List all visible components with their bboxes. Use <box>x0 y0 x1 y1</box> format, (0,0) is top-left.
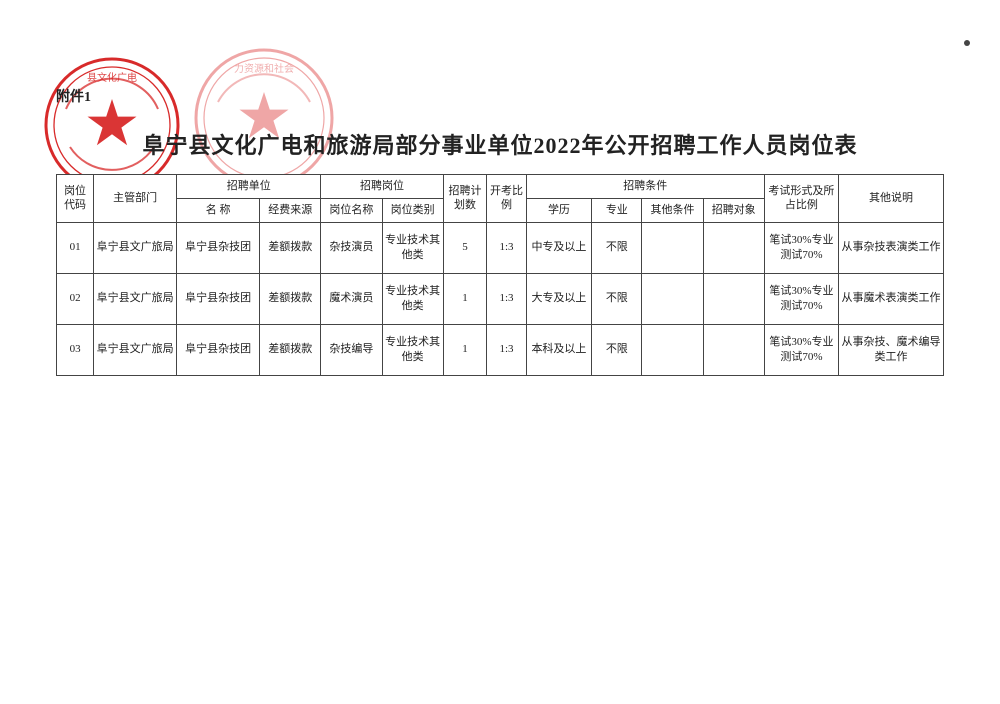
cell-target <box>703 273 764 324</box>
cell-ratio: 1:3 <box>487 273 526 324</box>
attachment-label: 附件1 <box>56 86 91 106</box>
cell-note: 从事魔术表演类工作 <box>839 273 944 324</box>
cell-other <box>642 324 703 375</box>
table-row: 02阜宁县文广旅局阜宁县杂技团差额拨款魔术演员专业技术其他类11:3大专及以上不… <box>57 273 944 324</box>
cell-other <box>642 222 703 273</box>
th-dept: 主管部门 <box>94 175 177 223</box>
cell-plan: 5 <box>443 222 487 273</box>
cell-ratio: 1:3 <box>487 222 526 273</box>
cell-exam: 笔试30%专业测试70% <box>764 324 838 375</box>
page-title: 阜宁县文化广电和旅游局部分事业单位2022年公开招聘工作人员岗位表 <box>0 128 1000 160</box>
cell-code: 03 <box>57 324 94 375</box>
svg-text:县文化广电: 县文化广电 <box>87 71 137 84</box>
th-post-name: 岗位名称 <box>321 198 382 222</box>
cell-unit_name: 阜宁县杂技团 <box>177 324 260 375</box>
positions-table: 岗位代码 主管部门 招聘单位 招聘岗位 招聘计划数 开考比例 招聘条件 考试形式… <box>56 174 944 376</box>
cell-unit_name: 阜宁县杂技团 <box>177 222 260 273</box>
table-row: 03阜宁县文广旅局阜宁县杂技团差额拨款杂技编导专业技术其他类11:3本科及以上不… <box>57 324 944 375</box>
th-cond-group: 招聘条件 <box>526 175 764 199</box>
cell-edu: 本科及以上 <box>526 324 592 375</box>
cell-dept: 阜宁县文广旅局 <box>94 324 177 375</box>
cell-note: 从事杂技、魔术编导类工作 <box>839 324 944 375</box>
page-corner-mark <box>964 40 970 46</box>
cell-major: 不限 <box>592 324 642 375</box>
official-seal-right: 力资源和社会 <box>192 46 336 190</box>
th-unit-name: 名 称 <box>177 198 260 222</box>
th-post-group: 招聘岗位 <box>321 175 443 199</box>
cell-post_name: 杂技编导 <box>321 324 382 375</box>
th-cond-other: 其他条件 <box>642 198 703 222</box>
cell-major: 不限 <box>592 222 642 273</box>
th-cond-target: 招聘对象 <box>703 198 764 222</box>
th-ratio: 开考比例 <box>487 175 526 223</box>
cell-unit_fund: 差额拨款 <box>260 273 321 324</box>
cell-target <box>703 222 764 273</box>
cell-unit_name: 阜宁县杂技团 <box>177 273 260 324</box>
th-note: 其他说明 <box>839 175 944 223</box>
positions-table-wrap: 岗位代码 主管部门 招聘单位 招聘岗位 招聘计划数 开考比例 招聘条件 考试形式… <box>56 174 944 376</box>
th-unit-fund: 经费来源 <box>260 198 321 222</box>
cell-plan: 1 <box>443 273 487 324</box>
cell-post_type: 专业技术其他类 <box>382 324 443 375</box>
cell-note: 从事杂技表演类工作 <box>839 222 944 273</box>
cell-code: 01 <box>57 222 94 273</box>
cell-exam: 笔试30%专业测试70% <box>764 273 838 324</box>
th-code: 岗位代码 <box>57 175 94 223</box>
th-plan: 招聘计划数 <box>443 175 487 223</box>
th-cond-edu: 学历 <box>526 198 592 222</box>
table-row: 01阜宁县文广旅局阜宁县杂技团差额拨款杂技演员专业技术其他类51:3中专及以上不… <box>57 222 944 273</box>
cell-exam: 笔试30%专业测试70% <box>764 222 838 273</box>
cell-major: 不限 <box>592 273 642 324</box>
th-unit-group: 招聘单位 <box>177 175 321 199</box>
cell-unit_fund: 差额拨款 <box>260 324 321 375</box>
cell-unit_fund: 差额拨款 <box>260 222 321 273</box>
cell-code: 02 <box>57 273 94 324</box>
th-post-type: 岗位类别 <box>382 198 443 222</box>
cell-edu: 中专及以上 <box>526 222 592 273</box>
cell-other <box>642 273 703 324</box>
cell-ratio: 1:3 <box>487 324 526 375</box>
cell-dept: 阜宁县文广旅局 <box>94 222 177 273</box>
cell-dept: 阜宁县文广旅局 <box>94 273 177 324</box>
th-cond-major: 专业 <box>592 198 642 222</box>
cell-post_name: 魔术演员 <box>321 273 382 324</box>
th-exam: 考试形式及所占比例 <box>764 175 838 223</box>
cell-post_name: 杂技演员 <box>321 222 382 273</box>
cell-post_type: 专业技术其他类 <box>382 273 443 324</box>
cell-plan: 1 <box>443 324 487 375</box>
cell-edu: 大专及以上 <box>526 273 592 324</box>
cell-post_type: 专业技术其他类 <box>382 222 443 273</box>
svg-text:力资源和社会: 力资源和社会 <box>234 62 294 75</box>
cell-target <box>703 324 764 375</box>
